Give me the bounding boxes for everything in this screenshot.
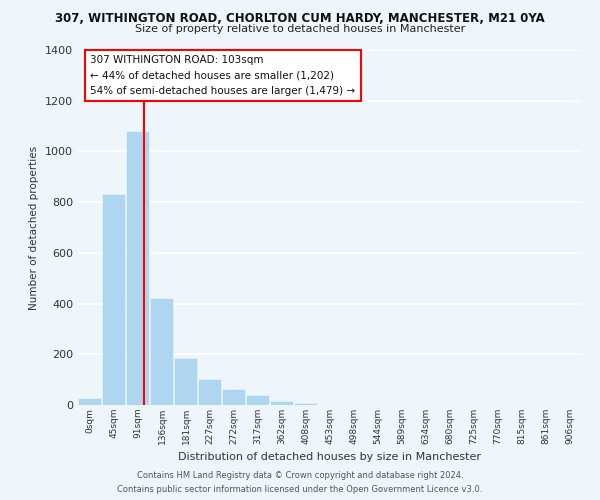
Bar [103,194,125,405]
Text: Contains HM Land Registry data © Crown copyright and database right 2024.
Contai: Contains HM Land Registry data © Crown c… [118,472,482,494]
Bar [175,360,197,405]
X-axis label: Distribution of detached houses by size in Manchester: Distribution of detached houses by size … [179,452,482,462]
Bar [199,380,221,405]
Bar [223,390,245,405]
Bar [151,298,173,405]
Y-axis label: Number of detached properties: Number of detached properties [29,146,40,310]
Text: 307 WITHINGTON ROAD: 103sqm
← 44% of detached houses are smaller (1,202)
54% of : 307 WITHINGTON ROAD: 103sqm ← 44% of det… [91,55,356,96]
Bar [127,132,149,405]
Text: 307, WITHINGTON ROAD, CHORLTON CUM HARDY, MANCHESTER, M21 0YA: 307, WITHINGTON ROAD, CHORLTON CUM HARDY… [55,12,545,26]
Bar [79,398,101,405]
Text: Size of property relative to detached houses in Manchester: Size of property relative to detached ho… [135,24,465,34]
Bar [295,404,317,405]
Bar [247,396,269,405]
Bar [271,402,293,405]
